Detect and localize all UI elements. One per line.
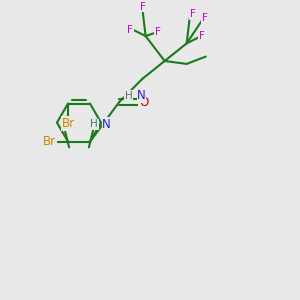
Text: F: F <box>140 2 146 12</box>
Text: Br: Br <box>43 135 56 148</box>
Text: F: F <box>190 9 196 19</box>
Text: H: H <box>125 91 133 100</box>
Text: N: N <box>137 89 146 102</box>
Text: F: F <box>202 14 208 23</box>
Text: Br: Br <box>61 117 75 130</box>
Text: H: H <box>90 119 98 129</box>
Text: F: F <box>128 25 133 35</box>
Text: O: O <box>139 95 148 109</box>
Text: F: F <box>199 31 205 41</box>
Text: F: F <box>155 27 161 37</box>
Text: N: N <box>102 118 111 131</box>
